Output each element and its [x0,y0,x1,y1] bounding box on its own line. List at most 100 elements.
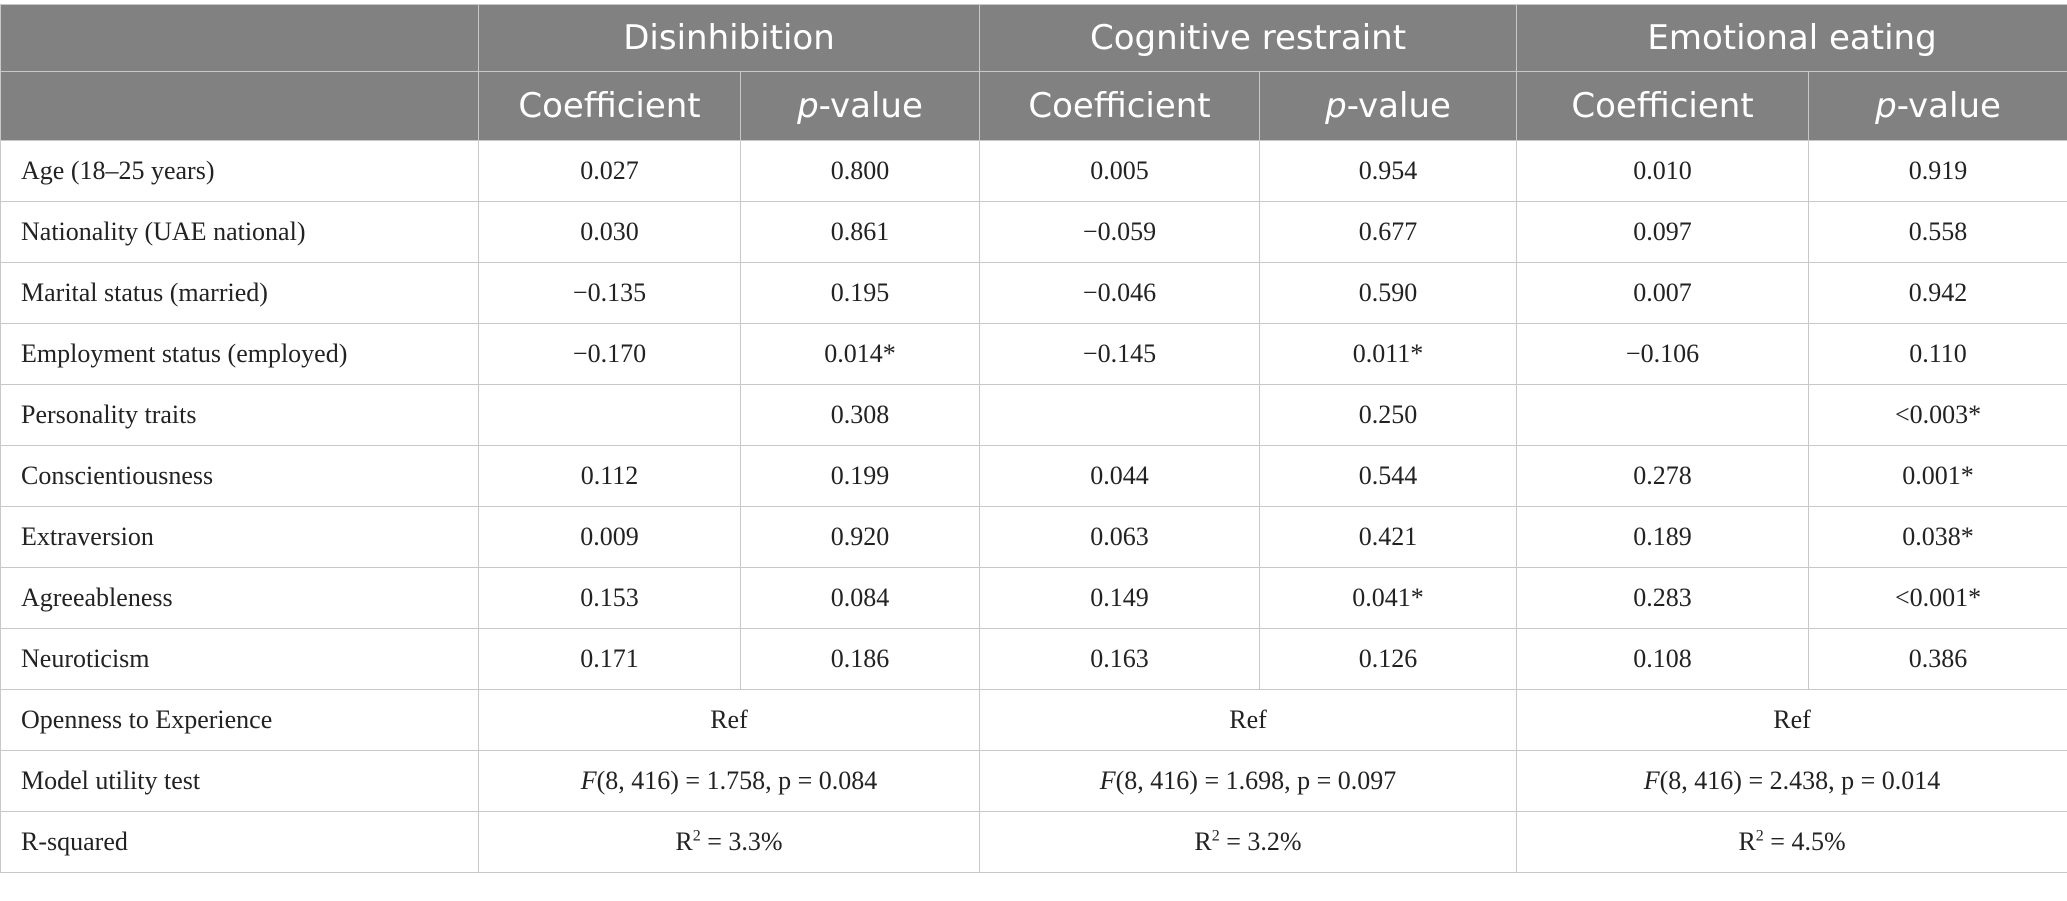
header-group-row: Disinhibition Cognitive restraint Emotio… [0,4,2067,72]
coefficient-cell [478,384,741,446]
table-row: Personality traits 0.308 0.250 <0.003* [0,384,2067,446]
table-row: Marital status (married) −0.135 0.195 −0.04… [0,262,2067,324]
row-label: Marital status (married) [0,262,479,324]
row-label: Agreeableness [0,567,479,629]
p-value-cell: 0.110 [1808,323,2067,385]
coefficient-header: Coefficient [979,71,1260,141]
p-value-cell: <0.003* [1808,384,2067,446]
model-utility-cell: F(8, 416) = 1.698, p = 0.097 [978,750,1518,812]
reference-cell: Ref [1516,689,2067,751]
model-utility-cell: F(8, 416) = 1.758, p = 0.084 [478,750,980,812]
coefficient-cell: 0.007 [1516,262,1810,324]
p-value-cell: 0.011* [1258,323,1518,385]
row-label: Nationality (UAE national) [0,201,479,263]
p-value-cell: 0.421 [1258,506,1518,568]
coefficient-cell: 0.149 [979,567,1260,629]
p-value-cell: 0.199 [740,445,980,507]
group-header-disinhibition: Disinhibition [478,4,980,72]
model-utility-cell: F(8, 416) = 2.438, p = 0.014 [1516,750,2067,812]
r-squared-cell: R2 = 4.5% [1516,811,2067,873]
coefficient-header: Coefficient [478,71,741,141]
p-value-cell: 0.558 [1808,201,2067,263]
table-body: Age (18–25 years) 0.027 0.800 0.005 0.954 0.0… [0,140,2067,873]
row-label: Openness to Experience [0,689,479,751]
r-squared-cell: R2 = 3.3% [478,811,980,873]
coefficient-cell: −0.170 [478,323,741,385]
row-label: R-squared [0,811,479,873]
coefficient-cell: 0.009 [478,506,741,568]
header-corner [0,4,479,72]
table-header: Disinhibition Cognitive restraint Emotio… [0,4,2067,141]
r-squared-row: R-squared R2 = 3.3% R2 = 3.2% R2 = 4.5% [0,811,2067,873]
group-header-cognitive-restraint: Cognitive restraint [978,4,1518,72]
p-value-cell: 0.084 [740,567,980,629]
p-value-cell: 0.195 [740,262,980,324]
coefficient-cell: 0.010 [1516,140,1810,202]
row-label: Employment status (employed) [0,323,479,385]
r-squared-cell: R2 = 3.2% [978,811,1518,873]
coefficient-cell: −0.145 [979,323,1260,385]
coefficient-cell: 0.063 [979,506,1260,568]
p-value-cell: 0.386 [1808,628,2067,690]
coefficient-cell: 0.171 [478,628,741,690]
coefficient-cell: 0.112 [478,445,741,507]
row-label: Extraversion [0,506,479,568]
p-value-cell: 0.038* [1808,506,2067,568]
coefficient-cell: −0.135 [478,262,741,324]
coefficient-cell: 0.044 [979,445,1260,507]
p-value-cell: 0.308 [740,384,980,446]
p-value-cell: 0.954 [1258,140,1518,202]
p-value-cell: 0.800 [740,140,980,202]
p-value-cell: 0.942 [1808,262,2067,324]
p-value-cell: 0.250 [1258,384,1518,446]
coefficient-header: Coefficient [1516,71,1810,141]
p-value-cell: 0.919 [1808,140,2067,202]
header-sub-row: Coefficient p-value Coefficient p-value … [0,71,2067,141]
coefficient-cell: 0.278 [1516,445,1810,507]
model-utility-row: Model utility test F(8, 416) = 1.758, p =… [0,750,2067,812]
p-value-cell: <0.001* [1808,567,2067,629]
reference-cell: Ref [478,689,980,751]
coefficient-cell: 0.097 [1516,201,1810,263]
reference-cell: Ref [978,689,1518,751]
p-value-cell: 0.544 [1258,445,1518,507]
header-corner-sub [0,71,479,141]
p-value-cell: 0.590 [1258,262,1518,324]
table-row: Employment status (employed) −0.170 0.014*… [0,323,2067,385]
table-row: Age (18–25 years) 0.027 0.800 0.005 0.954 0.0… [0,140,2067,202]
group-header-emotional-eating: Emotional eating [1516,4,2067,72]
coefficient-cell [1516,384,1810,446]
table-row: Extraversion 0.009 0.920 0.063 0.421 0.189 0.0… [0,506,2067,568]
coefficient-cell: −0.046 [979,262,1260,324]
row-label: Age (18–25 years) [0,140,479,202]
row-label: Model utility test [0,750,479,812]
p-value-header: p-value [1808,71,2067,141]
p-value-cell: 0.001* [1808,445,2067,507]
p-value-cell: 0.920 [740,506,980,568]
table-row: Neuroticism 0.171 0.186 0.163 0.126 0.108 0.38… [0,628,2067,690]
p-value-cell: 0.126 [1258,628,1518,690]
table-row: Conscientiousness 0.112 0.199 0.044 0.544 0.2… [0,445,2067,507]
row-label: Personality traits [0,384,479,446]
p-value-cell: 0.677 [1258,201,1518,263]
p-value-cell: 0.014* [740,323,980,385]
reference-row: Openness to Experience Ref Ref Ref [0,689,2067,751]
coefficient-cell: −0.106 [1516,323,1810,385]
coefficient-cell: 0.027 [478,140,741,202]
p-value-cell: 0.861 [740,201,980,263]
p-value-header: p-value [1258,71,1518,141]
coefficient-cell: 0.030 [478,201,741,263]
coefficient-cell: 0.005 [979,140,1260,202]
row-label: Neuroticism [0,628,479,690]
table-row: Agreeableness 0.153 0.084 0.149 0.041* 0.283 <… [0,567,2067,629]
p-value-header: p-value [740,71,980,141]
coefficient-cell [979,384,1260,446]
coefficient-cell: 0.108 [1516,628,1810,690]
coefficient-cell: −0.059 [979,201,1260,263]
coefficient-cell: 0.189 [1516,506,1810,568]
p-value-cell: 0.041* [1258,567,1518,629]
table-row: Nationality (UAE national) 0.030 0.861 −0.0… [0,201,2067,263]
regression-table: Disinhibition Cognitive restraint Emotio… [0,4,2067,873]
row-label: Conscientiousness [0,445,479,507]
coefficient-cell: 0.283 [1516,567,1810,629]
